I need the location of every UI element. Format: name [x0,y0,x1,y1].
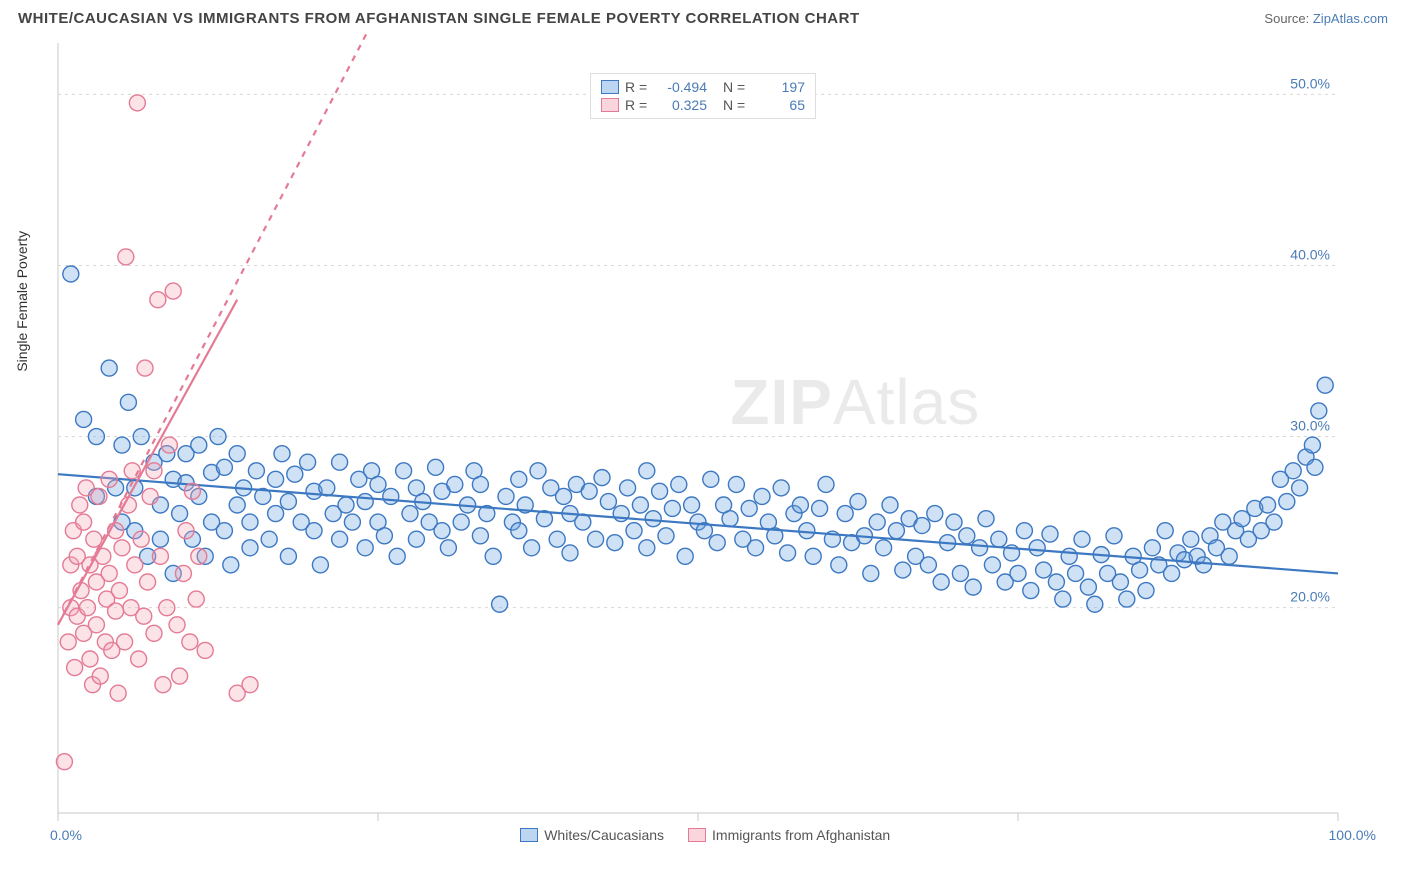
x-axis-end-label: 100.0% [1329,827,1376,843]
legend-item: Immigrants from Afghanistan [688,827,890,843]
source-link[interactable]: ZipAtlas.com [1313,11,1388,26]
x-axis-start-label: 0.0% [50,827,82,843]
correlation-legend: R =-0.494 N =197 R =0.325 N =65 [590,73,816,119]
scatter-chart: 20.0% 30.0% 40.0% 50.0% [18,33,1348,823]
source-attribution: Source: ZipAtlas.com [1264,11,1388,26]
series-legend: Whites/Caucasians Immigrants from Afghani… [520,827,890,843]
y-axis-label: Single Female Poverty [14,231,30,372]
legend-item: Whites/Caucasians [520,827,664,843]
svg-text:30.0%: 30.0% [1290,418,1330,434]
svg-text:20.0%: 20.0% [1290,589,1330,605]
svg-text:50.0%: 50.0% [1290,75,1330,91]
svg-text:40.0%: 40.0% [1290,246,1330,262]
chart-title: WHITE/CAUCASIAN VS IMMIGRANTS FROM AFGHA… [18,10,860,27]
